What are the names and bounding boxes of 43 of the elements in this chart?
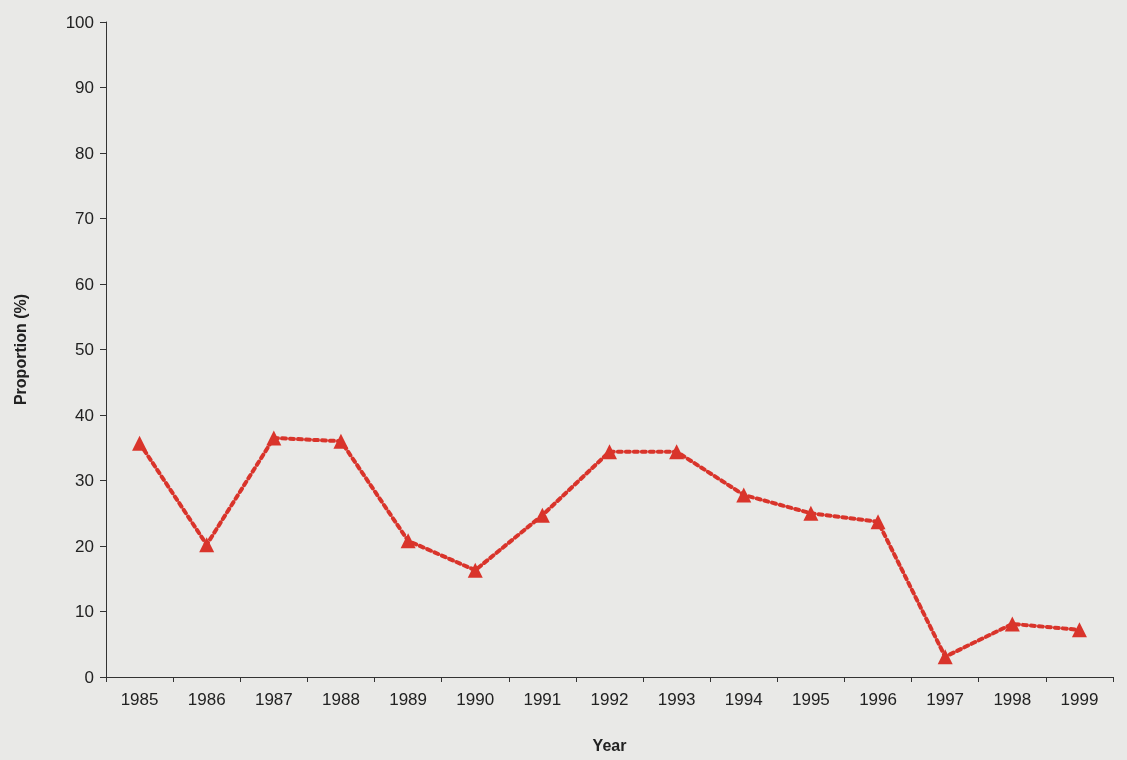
- point: [736, 487, 752, 503]
- point: [669, 444, 685, 460]
- x-tick-label: 1988: [322, 690, 360, 709]
- point: [199, 537, 215, 553]
- y-tick-label: 10: [75, 602, 94, 621]
- point: [333, 433, 349, 449]
- x-axis-title: Year: [592, 736, 627, 754]
- x-tick-label: 1998: [993, 690, 1032, 709]
- x-tick-label: 1993: [657, 690, 696, 709]
- point: [870, 514, 886, 530]
- point: [400, 533, 416, 549]
- point: [467, 562, 483, 578]
- point: [602, 444, 617, 460]
- y-tick-label: 70: [75, 209, 94, 228]
- point: [1004, 616, 1020, 632]
- x-tick-label: 1987: [254, 690, 293, 709]
- point: [1071, 622, 1087, 638]
- x-tick-label: 1986: [187, 690, 226, 709]
- x-tick-label: 1996: [859, 690, 897, 709]
- x-tick-label: 1994: [724, 690, 763, 709]
- x-tick-label: 1990: [456, 690, 495, 709]
- x-tick-label: 1991: [523, 690, 562, 709]
- y-tick-label: 30: [75, 471, 94, 490]
- x-tick-label: 1999: [1060, 690, 1099, 709]
- y-tick-label: 100: [65, 12, 94, 32]
- point: [132, 435, 148, 451]
- x-tick-label: 1997: [926, 690, 965, 709]
- point: [266, 430, 282, 446]
- y-tick-label: 50: [75, 340, 94, 359]
- x-tick-label: 1992: [590, 690, 629, 709]
- x-tick-label: 1985: [120, 690, 159, 709]
- y-tick-label: 20: [75, 536, 94, 556]
- x-tick-label: 1989: [389, 690, 428, 709]
- point: [803, 505, 819, 521]
- y-tick-label: 90: [75, 78, 94, 97]
- point: [937, 649, 953, 665]
- x-tick-label: 1995: [791, 690, 830, 709]
- y-tick-label: 60: [75, 274, 94, 294]
- y-tick-label: 80: [75, 143, 94, 163]
- y-tick-label: 0: [84, 667, 94, 687]
- point: [534, 507, 550, 523]
- y-tick-label: 40: [75, 405, 94, 425]
- y-axis-title: Proportion (%): [11, 293, 29, 406]
